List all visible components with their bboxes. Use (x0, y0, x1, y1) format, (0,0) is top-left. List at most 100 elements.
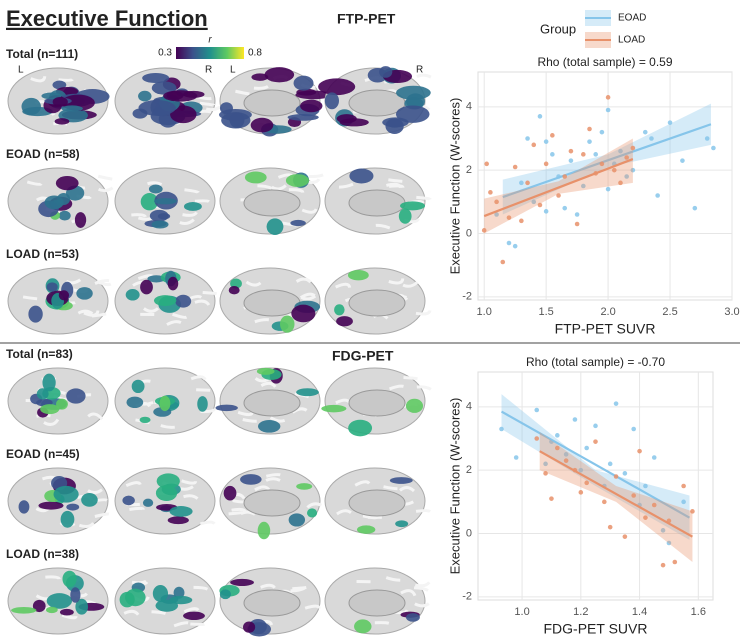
gyrus (254, 485, 271, 492)
data-point (550, 152, 555, 157)
data-point (543, 209, 549, 214)
gyrus (184, 188, 200, 194)
gyrus (416, 73, 432, 79)
activation-blob (57, 192, 71, 206)
activation-blob (66, 503, 80, 511)
gyrus (383, 485, 398, 491)
activation-blob (55, 175, 79, 191)
brain (219, 267, 321, 335)
activation-blob (406, 93, 425, 110)
legend-title: Group (540, 21, 576, 36)
y-tick-label: 2 (466, 464, 472, 476)
activation-blob (18, 500, 30, 514)
activation-blob (126, 396, 144, 409)
activation-blob (53, 485, 79, 503)
activation-blob (173, 586, 185, 599)
data-point (618, 180, 623, 186)
data-point (484, 161, 489, 167)
data-point (550, 133, 555, 138)
activation-blob (405, 398, 424, 413)
activation-blob (258, 419, 281, 433)
data-point (605, 107, 611, 113)
brain (114, 67, 221, 135)
gyrus (131, 579, 147, 585)
gyrus (96, 279, 112, 287)
gyrus (92, 312, 107, 318)
brain (114, 467, 216, 535)
activation-blob (38, 501, 64, 510)
data-point (578, 490, 584, 495)
activation-blob (219, 102, 233, 115)
activation-blob (175, 294, 192, 308)
activation-blob (183, 611, 205, 621)
data-point (599, 129, 605, 135)
gyrus (413, 586, 429, 592)
activation-blob (140, 279, 153, 295)
activation-blob (56, 398, 68, 410)
data-point (537, 202, 543, 208)
gyrus (299, 292, 316, 299)
gyrus (196, 388, 211, 392)
corpus-callosum (243, 389, 301, 417)
gyrus (400, 589, 417, 597)
activation-blob (347, 270, 369, 281)
gyrus (260, 583, 276, 589)
data-point (481, 228, 487, 233)
activation-blob (357, 525, 376, 534)
y-tick-label: 4 (466, 101, 472, 113)
data-point (506, 215, 512, 220)
corpus-callosum (348, 489, 406, 517)
data-point (624, 174, 629, 179)
activation-blob (142, 498, 154, 507)
activation-blob (157, 213, 171, 220)
gyrus (402, 281, 419, 288)
data-point (562, 205, 568, 211)
activation-blob (336, 316, 353, 327)
y-axis-label: Executive Function (W-scores) (447, 98, 462, 275)
activation-blob (46, 593, 73, 609)
brain (219, 567, 321, 637)
data-point (525, 180, 530, 186)
brain (324, 467, 431, 535)
data-point (587, 126, 592, 132)
gyrus (388, 184, 405, 189)
activation-blob (405, 613, 420, 622)
gyrus (260, 381, 277, 388)
data-point (611, 167, 617, 173)
data-point (651, 502, 657, 508)
gyrus (288, 188, 305, 194)
corpus-callosum (348, 189, 406, 217)
activation-blob (32, 599, 46, 613)
gyrus (416, 195, 432, 201)
activation-blob (400, 201, 426, 211)
activation-blob (257, 521, 271, 540)
data-point (680, 158, 685, 163)
gyrus (415, 310, 432, 316)
gyrus (375, 223, 391, 230)
gyrus (43, 418, 60, 426)
gyrus (388, 278, 405, 285)
data-point (563, 458, 569, 463)
gyrus (388, 178, 403, 183)
gyrus (194, 199, 210, 203)
activation-blob (291, 304, 316, 323)
data-point (631, 426, 636, 432)
data-point (562, 174, 568, 179)
data-point (581, 183, 586, 189)
data-point (643, 483, 648, 489)
x-tick-label: 2.0 (600, 306, 615, 318)
data-point (556, 193, 561, 198)
activation-blob (250, 117, 274, 133)
activation-blob (155, 485, 178, 502)
activation-blob (293, 75, 314, 91)
data-point (660, 528, 666, 533)
corpus-callosum (243, 89, 301, 117)
data-point (584, 480, 589, 486)
x-tick-label: 1.2 (573, 606, 588, 618)
activation-blob (81, 493, 98, 507)
activation-blob (61, 105, 83, 112)
data-point (581, 152, 586, 157)
brain (114, 367, 216, 435)
data-point (555, 433, 560, 438)
activation-blob (280, 315, 295, 333)
